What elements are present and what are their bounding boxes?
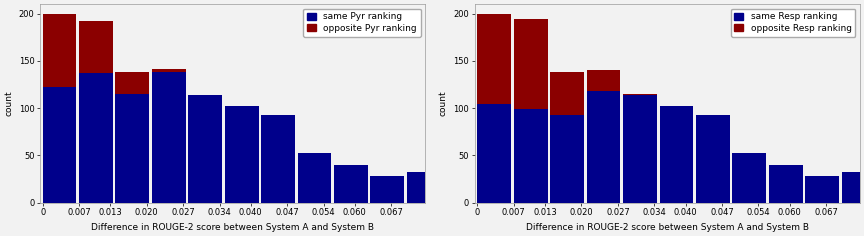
Bar <box>587 70 620 91</box>
Bar <box>589 185 623 203</box>
Bar <box>407 173 441 203</box>
Bar <box>261 115 295 203</box>
Bar <box>516 192 550 203</box>
Bar <box>733 153 766 203</box>
Bar <box>225 106 258 203</box>
X-axis label: Difference in ROUGE-2 score between System A and System B: Difference in ROUGE-2 score between Syst… <box>526 223 809 232</box>
Bar <box>696 115 730 203</box>
Bar <box>152 72 186 203</box>
Bar <box>334 165 368 203</box>
Bar <box>478 14 511 104</box>
Bar <box>623 95 657 203</box>
Bar <box>79 73 113 203</box>
Legend: same Resp ranking, opposite Resp ranking: same Resp ranking, opposite Resp ranking <box>731 9 855 37</box>
X-axis label: Difference in ROUGE-2 score between System A and System B: Difference in ROUGE-2 score between Syst… <box>91 223 374 232</box>
Bar <box>42 14 76 87</box>
Bar <box>550 72 584 115</box>
Bar <box>550 115 584 203</box>
Bar <box>443 189 477 203</box>
Bar <box>587 91 620 203</box>
Bar <box>480 190 513 203</box>
Bar <box>514 19 548 109</box>
Bar <box>514 109 548 203</box>
Bar <box>662 198 696 203</box>
Bar <box>805 176 839 203</box>
Y-axis label: count: count <box>439 91 448 116</box>
Bar <box>116 94 149 203</box>
Bar <box>297 153 332 203</box>
Bar <box>478 104 511 203</box>
Y-axis label: count: count <box>4 91 13 116</box>
Bar <box>79 21 113 73</box>
Legend: same Pyr ranking, opposite Pyr ranking: same Pyr ranking, opposite Pyr ranking <box>303 9 421 37</box>
Bar <box>698 198 732 203</box>
Bar <box>371 176 404 203</box>
Bar <box>769 165 803 203</box>
Bar <box>152 69 186 72</box>
Bar <box>626 190 659 203</box>
Bar <box>842 173 864 203</box>
Bar <box>659 106 693 203</box>
Bar <box>42 87 76 203</box>
Bar <box>553 193 587 203</box>
Bar <box>623 94 657 95</box>
Bar <box>116 72 149 94</box>
Bar <box>188 95 222 203</box>
